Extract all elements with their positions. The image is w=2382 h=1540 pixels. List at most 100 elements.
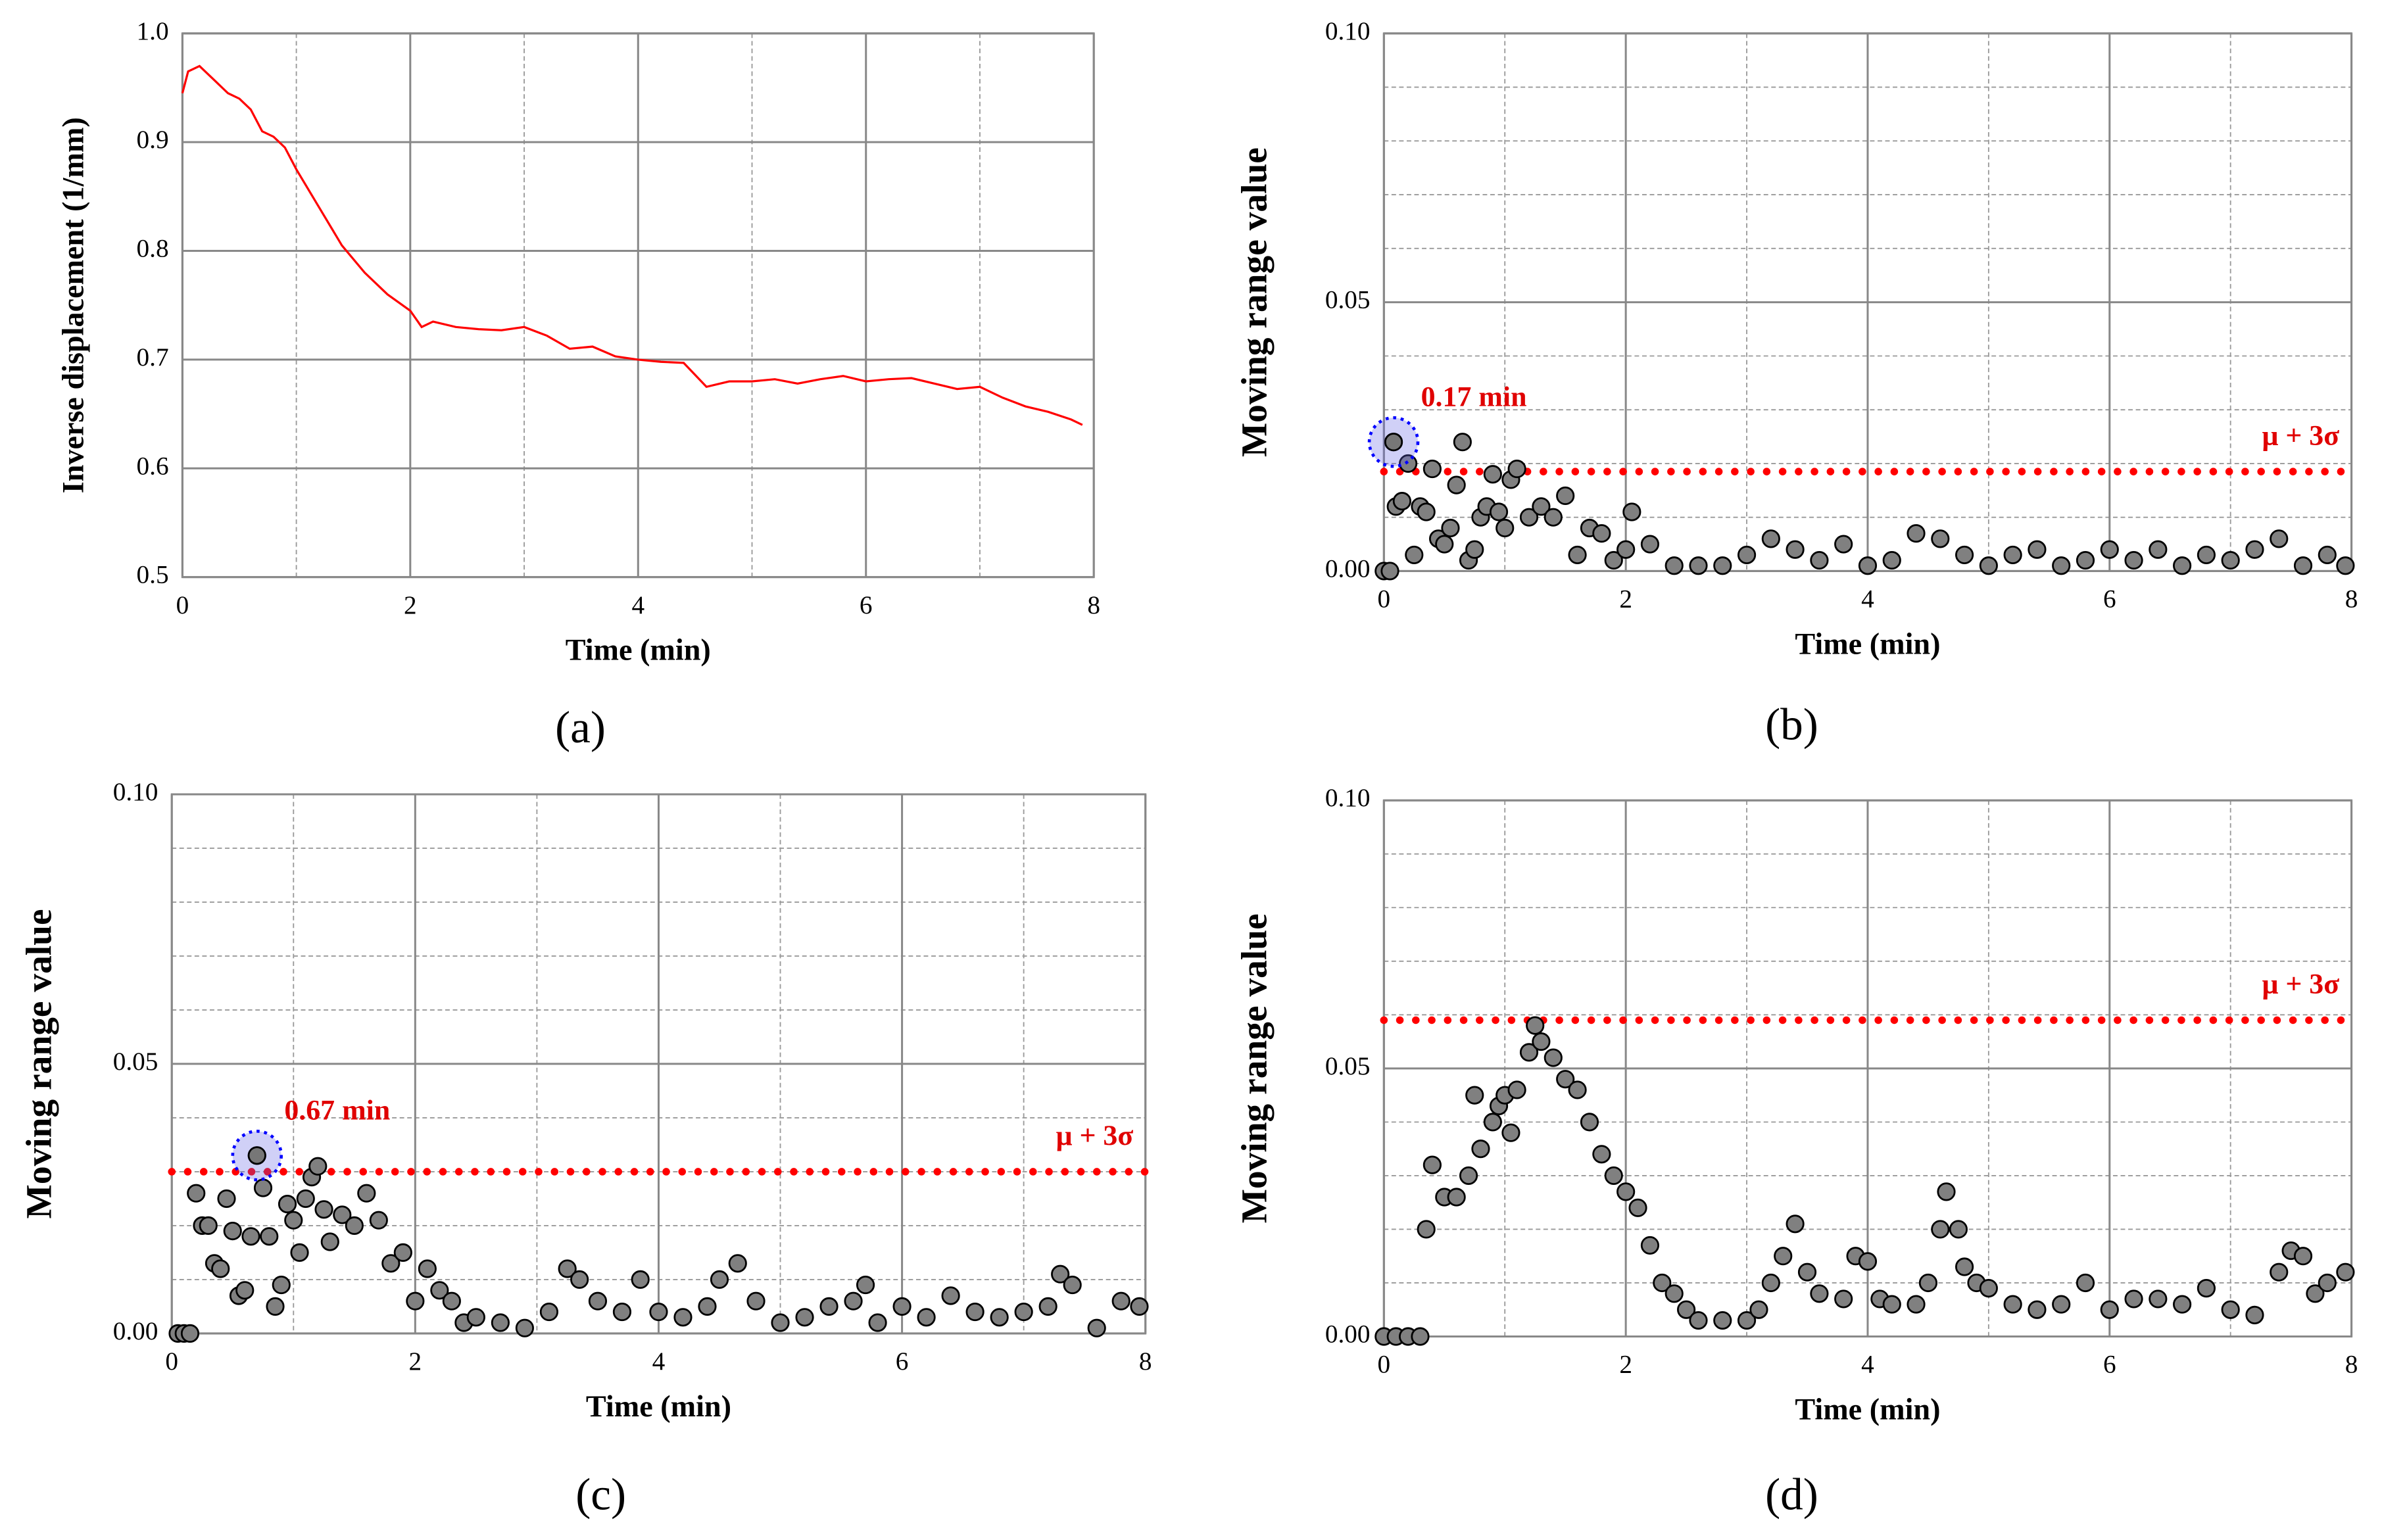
x-axis-label: Time (min) [1795,1393,1940,1426]
data-point [2173,1295,2192,1314]
data-point [430,1281,449,1300]
data-point [1949,1220,1968,1239]
data-point [1616,540,1636,559]
x-tick-label: 0 [176,591,189,619]
data-point [1519,1043,1539,1062]
data-point [253,1178,273,1197]
data-point [1051,1264,1070,1284]
data-point [1507,1080,1526,1099]
y-tick-label: 0.7 [137,343,169,372]
data-point [1435,535,1454,554]
data-point [1447,1188,1466,1207]
x-tick-label: 4 [1861,1351,1874,1379]
data-point [1405,545,1424,564]
data-point [1834,535,1853,554]
data-point [308,1157,328,1176]
data-point [2173,556,2192,575]
data-point [1471,1140,1490,1159]
data-point [1955,545,1974,564]
data-point [515,1318,534,1337]
data-point [1628,1198,1647,1217]
data-point [1489,502,1509,521]
x-tick-label: 4 [631,591,644,619]
data-point [1882,1295,1901,1314]
x-tick-label: 6 [2103,585,2116,614]
x-tick-label: 0 [1378,1351,1391,1379]
data-point [2336,1263,2355,1282]
data-point [2028,540,2047,559]
data-point [1810,550,1829,570]
data-point [819,1297,839,1316]
data-point [2221,550,2240,570]
plot-frame [170,793,1147,1335]
data-point [1465,1086,1484,1105]
data-point [1640,1236,1660,1255]
data-point [2318,545,2337,564]
data-point [266,1297,285,1316]
threshold-label: μ + 3σ [2262,420,2339,451]
data-point [393,1243,412,1262]
data-point [466,1308,485,1327]
data-point [2306,1284,2325,1303]
data-point [2270,1263,2289,1282]
data-point [2149,540,2168,559]
data-point [612,1302,632,1322]
data-point [631,1270,650,1289]
data-point [2124,550,2143,570]
data-point [1422,459,1442,479]
data-point [1495,518,1515,538]
data-point [1465,540,1484,559]
data-point [1526,1016,1545,1035]
caption: (d) [1765,1469,1818,1520]
data-point [1665,556,1684,575]
data-point [2336,556,2355,575]
data-point [1483,465,1502,484]
data-point [1640,535,1660,554]
data-point [1532,1032,1551,1051]
data-point [539,1302,558,1322]
data-point [1918,1273,1937,1293]
data-point [1665,1284,1684,1303]
data-point [296,1189,315,1208]
x-tick-label: 0 [165,1347,178,1376]
data-point [1422,1155,1442,1174]
data-point [1786,540,1805,559]
data-point [2318,1273,2337,1293]
data-point [235,1281,255,1300]
data-point [649,1302,668,1322]
data-point [320,1232,339,1251]
data-point [1774,1247,1793,1266]
data-point [1907,524,1926,543]
data-point [2052,556,2071,575]
data-point [1689,556,1708,575]
data-point [180,1324,200,1343]
data-point [1501,1123,1520,1142]
data-point [1087,1318,1106,1337]
caption: (a) [555,702,606,752]
y-axis-label: Moving range value [1234,147,1274,457]
data-point [406,1291,425,1311]
data-point [1713,1311,1732,1330]
data-point [199,1216,218,1235]
x-tick-label: 2 [1619,585,1632,614]
data-point [2293,1247,2313,1266]
data-point [211,1259,230,1278]
x-tick-label: 8 [1139,1347,1152,1376]
data-point [2197,1279,2216,1298]
data-point [698,1297,717,1316]
data-point [1519,508,1539,527]
data-point [1749,1300,1768,1319]
data-point [1447,475,1466,494]
y-tick-label: 0.00 [1325,554,1371,583]
data-point [1834,1289,1853,1309]
data-point [369,1211,388,1230]
data-point [284,1211,303,1230]
caption: (c) [575,1469,626,1520]
data-point [1417,1220,1436,1239]
data-point [2293,556,2313,575]
data-point [1979,1279,1998,1298]
data-point [381,1254,401,1273]
data-point [1459,1166,1478,1186]
x-tick-label: 6 [2103,1351,2116,1379]
